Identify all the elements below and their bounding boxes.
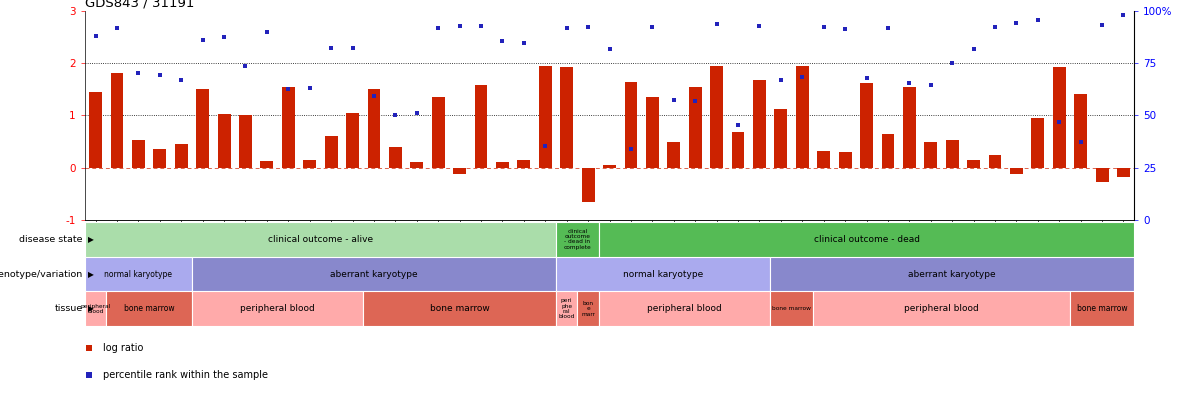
- Bar: [556, 257, 770, 291]
- Bar: [85, 291, 106, 326]
- Bar: [153, 149, 166, 168]
- Bar: [556, 222, 599, 257]
- Bar: [1117, 168, 1129, 177]
- Text: clinical outcome - alive: clinical outcome - alive: [268, 235, 373, 244]
- Bar: [770, 257, 1134, 291]
- Bar: [556, 291, 578, 326]
- Text: bon
e
marr: bon e marr: [581, 301, 595, 317]
- Bar: [111, 72, 124, 168]
- Bar: [689, 87, 702, 168]
- Bar: [775, 109, 788, 168]
- Bar: [218, 114, 231, 168]
- Text: bone marrow: bone marrow: [1076, 305, 1127, 313]
- Bar: [861, 83, 872, 168]
- Bar: [946, 141, 959, 168]
- Text: peripheral blood: peripheral blood: [241, 305, 315, 313]
- Bar: [1074, 93, 1087, 168]
- Bar: [625, 82, 638, 168]
- Bar: [817, 151, 830, 168]
- Text: normal karyotype: normal karyotype: [105, 270, 172, 278]
- Bar: [303, 160, 316, 168]
- Text: peripheral blood: peripheral blood: [647, 305, 722, 313]
- Bar: [710, 66, 723, 168]
- Bar: [261, 161, 274, 168]
- Bar: [667, 141, 680, 168]
- Bar: [903, 87, 916, 168]
- Bar: [106, 291, 192, 326]
- Bar: [753, 80, 766, 168]
- Bar: [496, 162, 509, 168]
- Bar: [578, 291, 599, 326]
- Bar: [174, 144, 187, 168]
- Bar: [814, 291, 1071, 326]
- Bar: [770, 291, 814, 326]
- Text: disease state: disease state: [19, 235, 83, 244]
- Bar: [453, 168, 466, 174]
- Bar: [192, 291, 363, 326]
- Bar: [924, 141, 937, 168]
- Bar: [324, 136, 337, 168]
- Bar: [196, 89, 209, 168]
- Text: peripheral blood: peripheral blood: [904, 305, 979, 313]
- Bar: [518, 160, 531, 168]
- Text: normal karyotype: normal karyotype: [623, 270, 703, 278]
- Bar: [581, 168, 594, 202]
- Bar: [85, 222, 556, 257]
- Text: peripheral
blood: peripheral blood: [80, 304, 111, 314]
- Bar: [132, 141, 145, 168]
- Bar: [967, 160, 980, 168]
- Bar: [363, 291, 556, 326]
- Bar: [239, 115, 252, 168]
- Bar: [560, 67, 573, 168]
- Bar: [882, 134, 895, 168]
- Bar: [282, 87, 295, 168]
- Text: bone marrow: bone marrow: [430, 305, 489, 313]
- Text: genotype/variation: genotype/variation: [0, 270, 83, 278]
- Text: aberrant karyotype: aberrant karyotype: [330, 270, 417, 278]
- Bar: [646, 97, 659, 168]
- Text: log ratio: log ratio: [104, 343, 144, 352]
- Text: ▶: ▶: [88, 270, 94, 278]
- Text: bone marrow: bone marrow: [772, 307, 811, 311]
- Text: percentile rank within the sample: percentile rank within the sample: [104, 370, 269, 380]
- Bar: [604, 165, 615, 168]
- Bar: [347, 113, 358, 168]
- Bar: [988, 154, 1001, 168]
- Bar: [1032, 118, 1045, 168]
- Text: GDS843 / 31191: GDS843 / 31191: [85, 0, 195, 10]
- Bar: [90, 92, 103, 168]
- Text: tissue: tissue: [54, 305, 83, 313]
- Text: aberrant karyotype: aberrant karyotype: [908, 270, 996, 278]
- Bar: [838, 152, 851, 168]
- Bar: [599, 291, 770, 326]
- Bar: [1071, 291, 1134, 326]
- Text: peri
phe
ral
blood: peri phe ral blood: [559, 298, 575, 320]
- Bar: [432, 97, 444, 168]
- Bar: [192, 257, 556, 291]
- Bar: [599, 222, 1134, 257]
- Bar: [389, 147, 402, 168]
- Bar: [732, 132, 744, 168]
- Bar: [368, 89, 381, 168]
- Bar: [796, 66, 809, 168]
- Text: bone marrow: bone marrow: [124, 305, 174, 313]
- Bar: [539, 66, 552, 168]
- Text: clinical
outcome
- dead in
complete: clinical outcome - dead in complete: [564, 228, 592, 250]
- Bar: [1095, 168, 1108, 182]
- Text: ▶: ▶: [88, 235, 94, 244]
- Bar: [1010, 168, 1023, 174]
- Bar: [1053, 67, 1066, 168]
- Bar: [410, 162, 423, 168]
- Text: clinical outcome - dead: clinical outcome - dead: [814, 235, 920, 244]
- Bar: [85, 257, 192, 291]
- Text: ▶: ▶: [88, 305, 94, 313]
- Bar: [475, 85, 487, 168]
